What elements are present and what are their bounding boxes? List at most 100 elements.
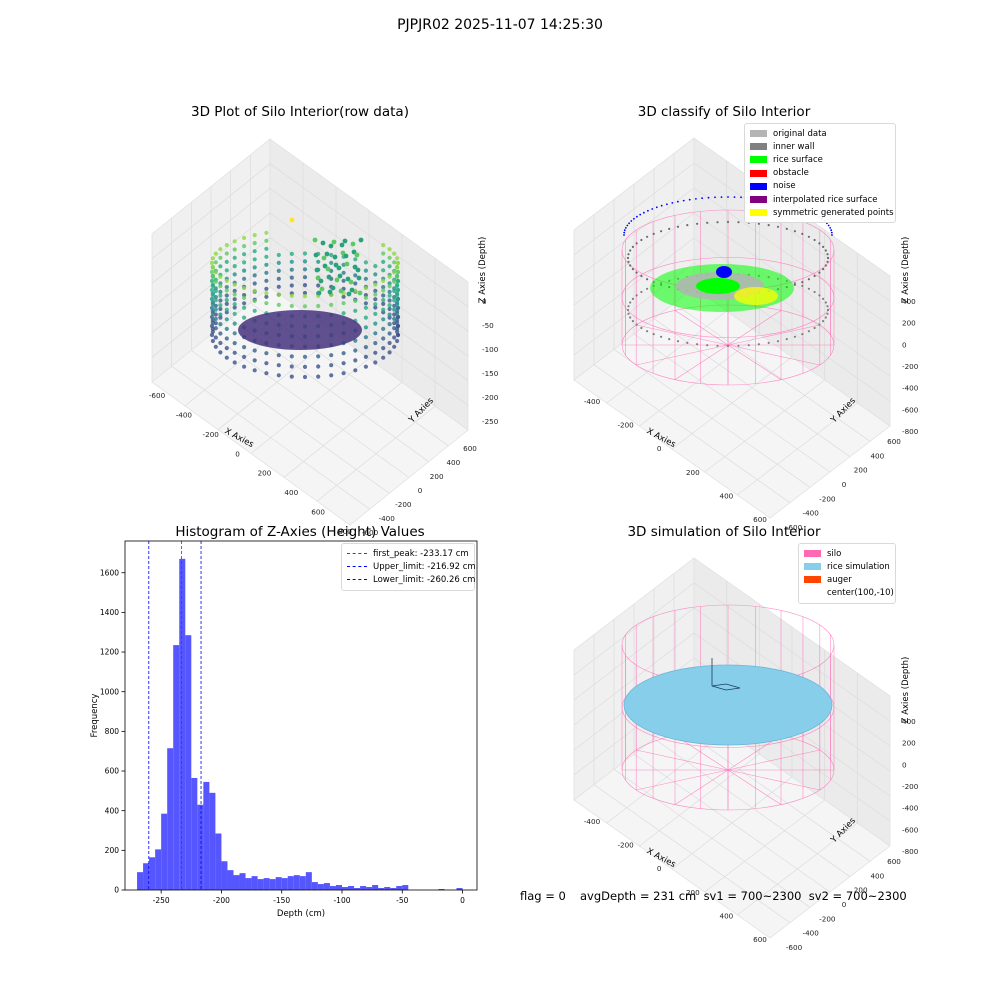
histogram-legend-item: Lower_limit: -260.26 cm (347, 573, 475, 586)
classify-legend-item: rice surface (750, 153, 890, 166)
raw-y-tick-label: 600 (463, 444, 477, 453)
histogram-bar (191, 777, 198, 890)
raw-point (395, 269, 401, 275)
classify-wall-point (626, 256, 630, 260)
classify-noise-cluster (716, 266, 732, 278)
classify-wall-point (767, 341, 770, 344)
classify-noise-point (827, 224, 830, 227)
raw-point (340, 250, 346, 256)
classify-noise-point (701, 197, 703, 200)
histogram-bar (402, 885, 409, 890)
raw-point (218, 306, 223, 312)
raw-point (392, 344, 397, 349)
classify-noise-point (630, 220, 633, 222)
simulation-x-tick-label: -200 (617, 841, 634, 850)
simulation-3d-plot: -400-2000200400600-600-400-2000200400600… (573, 557, 919, 952)
raw-point (252, 368, 257, 373)
simulation-x-tick-label: 0 (657, 864, 662, 873)
histogram-x-tick-label: -100 (333, 896, 350, 905)
histogram-y-tick-label: 600 (105, 767, 120, 776)
raw-point (392, 251, 397, 256)
raw-point (242, 276, 247, 281)
raw-point (224, 243, 229, 248)
raw-point (387, 293, 392, 298)
classify-noise-point (655, 206, 658, 209)
histogram-bar (348, 886, 355, 890)
classify-noise-point (624, 227, 627, 229)
raw-point (302, 374, 308, 380)
raw-point (353, 308, 358, 313)
histogram-bar (329, 886, 336, 890)
classify-legend-item: inner wall (750, 140, 890, 153)
raw-point (336, 265, 342, 271)
raw-point (242, 244, 247, 249)
simulation-y-tick-label: 600 (887, 857, 901, 866)
classify-wall-point (629, 301, 632, 304)
raw-point (210, 293, 215, 298)
raw-point (348, 279, 354, 285)
raw-point (387, 264, 392, 269)
raw-point (232, 311, 237, 316)
classify-legend-item: symmetric generated points (750, 206, 894, 219)
raw-point (218, 331, 223, 336)
histogram-bar (269, 879, 276, 890)
classify-wall-point (747, 344, 750, 347)
simulation-legend-item: auger (804, 573, 890, 586)
histogram-y-tick-label: 1400 (100, 608, 119, 617)
raw-point (210, 329, 215, 334)
histogram-bar (275, 877, 282, 890)
histogram-bar (149, 857, 156, 890)
raw-point (381, 346, 386, 351)
histogram-bar (197, 804, 204, 890)
raw-point (232, 247, 237, 252)
histogram-y-tick-label: 400 (105, 806, 120, 815)
raw-point (289, 354, 294, 359)
raw-point (252, 288, 257, 293)
classify-wall-point (640, 326, 643, 330)
classify-wall-point (686, 224, 689, 227)
simulation-legend-label: silo (827, 548, 842, 559)
classify-wall-point (646, 287, 649, 290)
raw-point (209, 260, 215, 266)
classify-wall-point (826, 308, 830, 312)
raw-point (264, 291, 269, 296)
classify-legend-label: rice surface (773, 154, 823, 165)
raw-point (252, 249, 257, 254)
raw-point (341, 270, 346, 275)
raw-z-tick-label: -200 (482, 393, 499, 402)
raw-point (342, 238, 348, 244)
raw-point (232, 292, 237, 297)
raw-point (395, 287, 401, 293)
classify-3d-plot: -400-2000200400600-600-400-2000200400600… (573, 137, 919, 532)
simulation-auger (711, 658, 741, 691)
raw-point (358, 237, 364, 243)
classify-noise-point (666, 203, 668, 206)
figure-title: PJPJR02 2025-11-07 14:25:30 (397, 17, 603, 33)
raw-point (252, 298, 257, 303)
simulation-z-axis-label: Z Axies (Depth) (901, 657, 911, 724)
raw-point (395, 283, 400, 289)
histogram-bar (305, 872, 312, 890)
raw-point (224, 317, 229, 322)
raw-point (242, 364, 247, 369)
classify-noise-point (633, 217, 635, 220)
histogram-title: Histogram of Z-Axies (Height) Values (175, 524, 425, 540)
raw-point (316, 259, 321, 264)
raw-point (264, 262, 269, 267)
raw-point (289, 275, 294, 280)
raw-point (276, 302, 281, 307)
raw-point (302, 275, 308, 280)
raw-point (224, 251, 229, 256)
raw-point (264, 246, 269, 251)
histogram-bar (341, 887, 349, 890)
raw-point (242, 235, 247, 240)
classify-wall-point (818, 294, 821, 297)
raw-point (264, 361, 269, 366)
simulation-y-tick-label: 0 (842, 900, 847, 909)
raw-point (224, 346, 229, 351)
raw-point (355, 267, 361, 273)
simulation-z-tick-label: -400 (902, 804, 919, 813)
raw-point (353, 257, 358, 262)
histogram-bar (143, 863, 150, 890)
